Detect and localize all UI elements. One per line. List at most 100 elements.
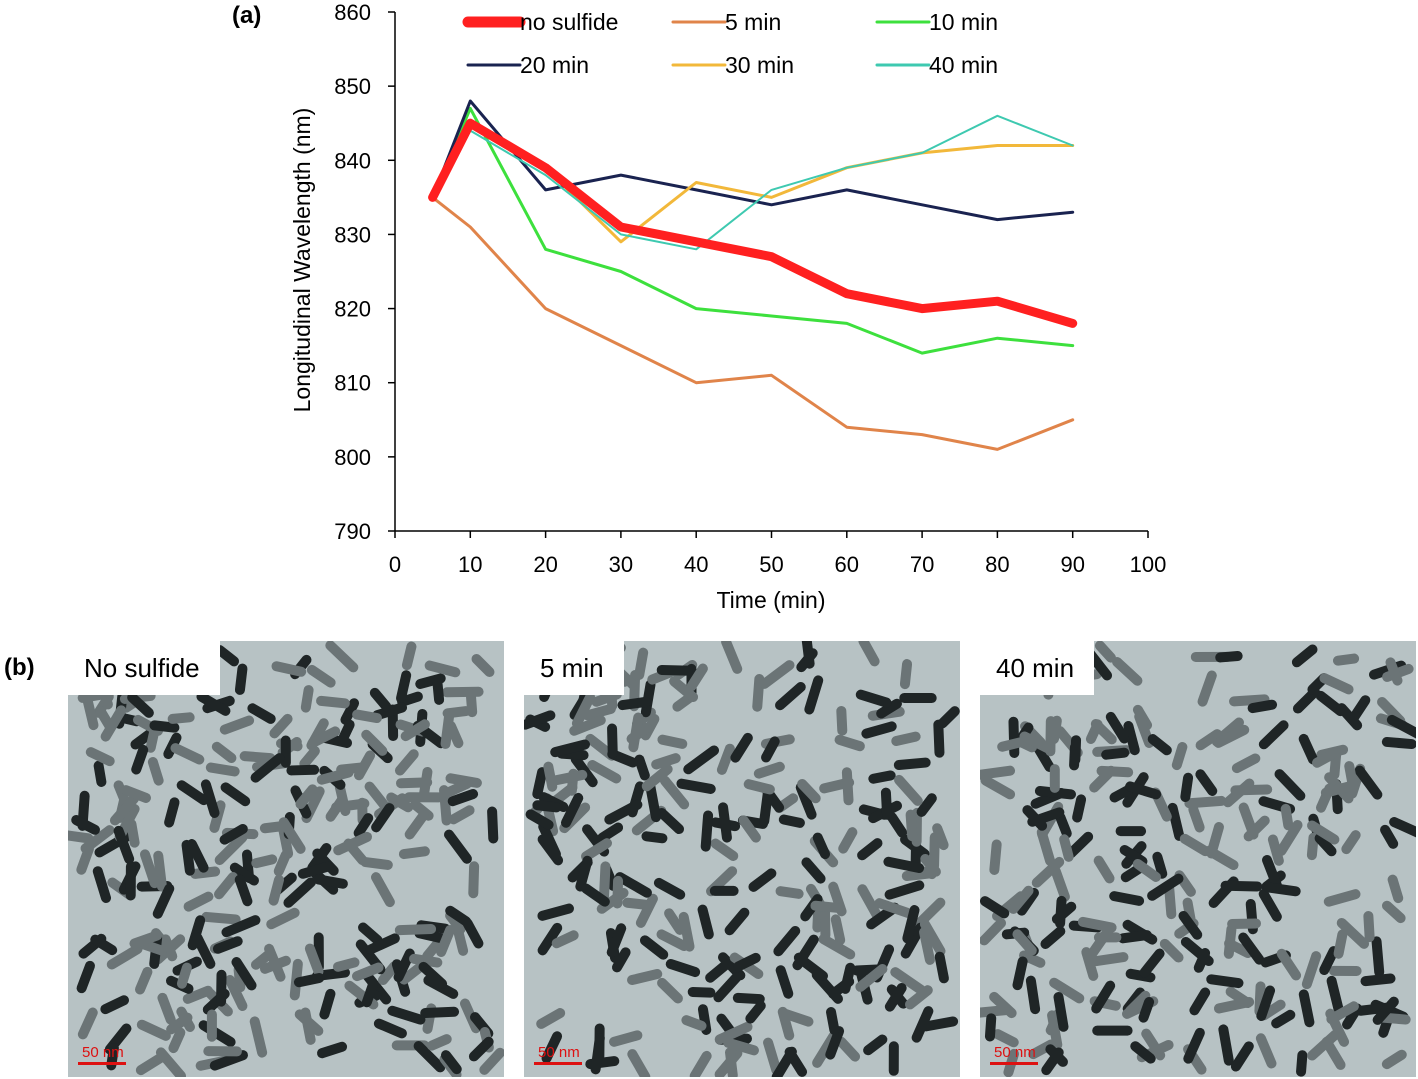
nanorod-shape <box>1320 781 1355 798</box>
nanorod-shape <box>95 706 115 732</box>
nanorod-shape <box>857 838 883 861</box>
legend-label: 5 min <box>725 9 781 35</box>
y-tick-label: 820 <box>334 297 371 322</box>
nanorod-shape <box>884 983 907 1012</box>
nanorod-shape <box>1019 731 1056 755</box>
nanorod-shape <box>426 1034 452 1051</box>
nanorod-shape <box>1091 952 1129 967</box>
nanorod-shape <box>710 838 739 861</box>
nanorod-shape <box>167 712 195 724</box>
nanorod-shape <box>861 721 897 739</box>
nanorod-shape <box>773 925 801 957</box>
nanorod-shape <box>775 886 804 899</box>
nanorod-shape <box>1188 804 1205 833</box>
nanorod-shape <box>133 714 163 736</box>
nanorod-shape <box>249 1016 268 1058</box>
nanorod-shape <box>840 962 856 994</box>
nanorod-shape <box>669 676 699 703</box>
nanorod-shape <box>659 775 690 810</box>
nanorod-shape <box>980 896 1010 919</box>
nanorod-shape <box>919 919 946 957</box>
nanorod-shape <box>826 1007 840 1036</box>
nanorod-shape <box>884 880 925 900</box>
nanorod-shape <box>549 769 588 786</box>
nanorod-shape <box>386 792 414 813</box>
nanorod-shape <box>1323 889 1361 907</box>
nanorod-shape <box>152 883 175 919</box>
nanorod-shape <box>1183 1027 1205 1064</box>
nanorod-shape <box>1036 827 1056 866</box>
nanorod-shape <box>337 719 355 746</box>
nanorod-shape <box>1206 974 1244 989</box>
nanorod-shape <box>1231 753 1261 774</box>
y-tick-label: 790 <box>334 519 371 544</box>
nanorod-shape <box>801 641 815 669</box>
nanorod-shape <box>614 872 652 898</box>
nanorod-shape <box>1189 987 1211 1016</box>
nanorod-shape <box>394 924 437 936</box>
nanorod-shape <box>353 813 374 838</box>
nanorod-shape <box>1089 765 1117 793</box>
y-tick-label: 810 <box>334 371 371 396</box>
scale-bar-text: 50 nm <box>538 1044 580 1061</box>
nanorod-shape <box>934 951 949 984</box>
nanorod-shape <box>1050 866 1070 902</box>
nanorod-shape <box>1041 1047 1064 1076</box>
nanorod-shape <box>239 751 276 764</box>
nanorod-shape <box>1051 901 1077 925</box>
nanorod-shape <box>76 843 94 875</box>
nanorod-shape <box>106 944 143 970</box>
nanorod-shape <box>404 810 429 840</box>
nanorod-shape <box>325 795 347 822</box>
nanorod-shape <box>1101 747 1130 760</box>
nanorod-shape <box>394 749 419 776</box>
nanorod-shape <box>370 872 395 908</box>
nanorod-shape <box>1274 769 1306 801</box>
nanorod-shape <box>1245 898 1258 935</box>
nanorod-shape <box>778 814 805 828</box>
legend-label: 30 min <box>725 52 794 78</box>
nanorod-shape <box>1085 719 1103 744</box>
nanorod-shape <box>1016 887 1039 916</box>
nanorod-shape <box>77 1007 98 1040</box>
y-tick-label: 800 <box>334 445 371 470</box>
chart-series <box>428 99 1078 451</box>
nanorod-shape <box>560 792 584 828</box>
nanorod-shape <box>551 930 579 949</box>
nanorod-shape <box>904 985 933 1010</box>
nanorod-shape <box>1271 1009 1296 1029</box>
series-line-no-sulfide <box>428 118 1078 328</box>
nanorod-shape <box>1019 950 1046 968</box>
nanorod-shape <box>1125 781 1162 800</box>
nanorod-shape <box>1152 851 1168 879</box>
nanorod-shape <box>297 861 334 879</box>
nanorod-shape <box>307 843 332 873</box>
nanorod-shape <box>1138 996 1155 1023</box>
nanorod-shape <box>641 831 668 844</box>
nanorod-shape <box>1381 736 1416 750</box>
x-tick-label: 90 <box>1060 552 1084 577</box>
nanorod-shape <box>1296 1050 1308 1077</box>
nanorod-shape <box>899 692 937 704</box>
nanorod-shape <box>834 734 865 752</box>
nanorod-shape <box>537 903 575 921</box>
nanorod-shape <box>1336 917 1370 949</box>
nanorod-shape <box>664 908 685 935</box>
nanorod-shape <box>129 930 163 949</box>
nanorod-shape <box>801 857 826 884</box>
nanorod-shape <box>1208 876 1239 908</box>
nanorod-shape <box>933 719 945 758</box>
nanorod-shape <box>462 918 484 949</box>
nanorod-shape <box>883 856 925 874</box>
x-tick-label: 40 <box>684 552 708 577</box>
nanorod-shape <box>1081 947 1099 981</box>
nanorod-shape <box>1141 1028 1166 1061</box>
nanorod-shape <box>120 785 151 803</box>
nanorod-shape <box>656 808 685 835</box>
nanorod-shape <box>316 695 350 709</box>
nanorod-shape <box>1256 985 1276 1021</box>
nanorod-shape <box>1147 734 1172 756</box>
nanorod-shape <box>536 1008 566 1029</box>
nanorod-shape <box>775 965 794 999</box>
nanorod-shape <box>1336 703 1363 731</box>
